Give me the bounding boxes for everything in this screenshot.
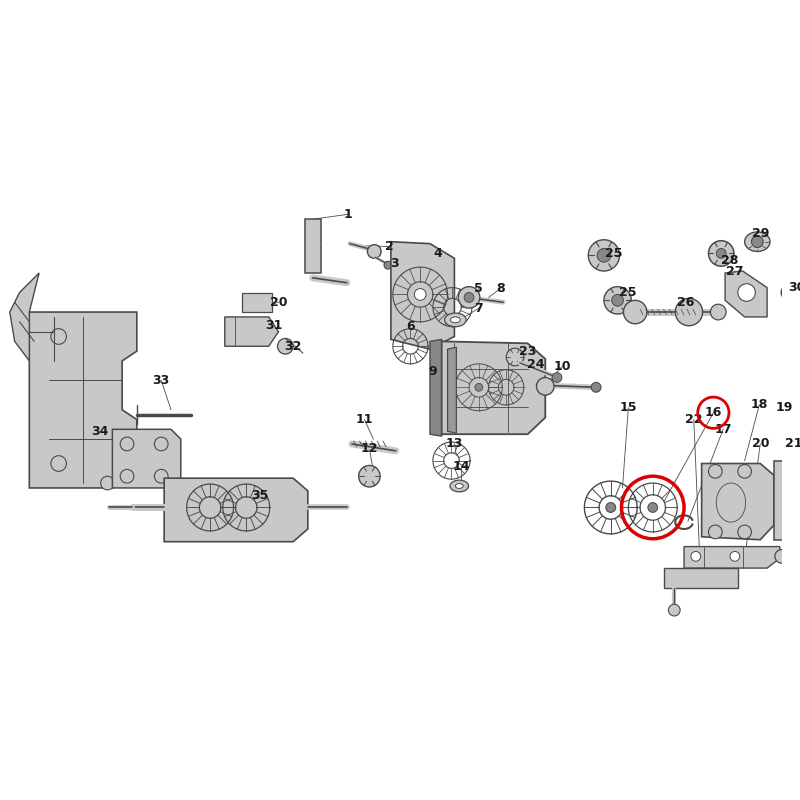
Circle shape bbox=[775, 550, 789, 563]
Text: 15: 15 bbox=[619, 402, 637, 414]
Polygon shape bbox=[725, 271, 767, 317]
Polygon shape bbox=[10, 273, 39, 361]
Circle shape bbox=[597, 249, 610, 262]
Circle shape bbox=[604, 286, 631, 314]
Circle shape bbox=[623, 300, 647, 324]
Text: 25: 25 bbox=[605, 247, 622, 260]
Circle shape bbox=[669, 604, 680, 616]
Polygon shape bbox=[225, 317, 278, 346]
Ellipse shape bbox=[450, 317, 460, 323]
Circle shape bbox=[120, 470, 134, 483]
Polygon shape bbox=[447, 347, 456, 434]
Text: 30: 30 bbox=[788, 281, 800, 294]
Polygon shape bbox=[684, 546, 780, 568]
Circle shape bbox=[730, 551, 740, 562]
Circle shape bbox=[458, 286, 480, 308]
Circle shape bbox=[154, 470, 168, 483]
Polygon shape bbox=[305, 219, 321, 273]
Circle shape bbox=[51, 329, 66, 344]
Circle shape bbox=[716, 249, 726, 258]
Circle shape bbox=[738, 525, 751, 538]
Polygon shape bbox=[774, 461, 800, 540]
Text: 5: 5 bbox=[474, 282, 483, 295]
Text: 7: 7 bbox=[474, 302, 483, 314]
Circle shape bbox=[612, 294, 623, 306]
Circle shape bbox=[154, 437, 168, 451]
Text: 19: 19 bbox=[776, 402, 794, 414]
Circle shape bbox=[475, 383, 482, 391]
Text: 29: 29 bbox=[751, 227, 769, 240]
Text: 4: 4 bbox=[434, 247, 442, 260]
Polygon shape bbox=[391, 242, 454, 349]
Polygon shape bbox=[30, 312, 137, 488]
Polygon shape bbox=[112, 430, 181, 488]
Text: 10: 10 bbox=[553, 360, 570, 374]
Text: 21: 21 bbox=[785, 438, 800, 450]
Circle shape bbox=[120, 437, 134, 451]
Text: 24: 24 bbox=[526, 358, 544, 371]
Polygon shape bbox=[442, 342, 546, 434]
Circle shape bbox=[710, 304, 726, 320]
Polygon shape bbox=[164, 478, 308, 542]
Circle shape bbox=[648, 502, 658, 512]
Text: 14: 14 bbox=[453, 460, 470, 473]
Text: 16: 16 bbox=[705, 406, 722, 419]
Circle shape bbox=[709, 241, 734, 266]
Circle shape bbox=[591, 382, 601, 392]
Polygon shape bbox=[665, 568, 738, 588]
Text: 8: 8 bbox=[496, 282, 505, 295]
Circle shape bbox=[358, 466, 380, 487]
Ellipse shape bbox=[450, 480, 469, 492]
Circle shape bbox=[464, 293, 474, 302]
Text: 17: 17 bbox=[714, 423, 732, 436]
Text: 35: 35 bbox=[251, 490, 269, 502]
Circle shape bbox=[384, 262, 392, 269]
Text: 20: 20 bbox=[270, 296, 287, 309]
Circle shape bbox=[414, 289, 426, 300]
Text: 22: 22 bbox=[685, 413, 702, 426]
Circle shape bbox=[367, 245, 381, 258]
Circle shape bbox=[278, 338, 293, 354]
Circle shape bbox=[101, 476, 114, 490]
Text: 1: 1 bbox=[343, 208, 352, 221]
Circle shape bbox=[51, 456, 66, 471]
Text: 23: 23 bbox=[519, 345, 536, 358]
Circle shape bbox=[738, 465, 751, 478]
Text: 3: 3 bbox=[390, 257, 399, 270]
Text: 13: 13 bbox=[446, 438, 463, 450]
Text: 28: 28 bbox=[722, 254, 738, 266]
Text: 34: 34 bbox=[91, 425, 108, 438]
Text: 26: 26 bbox=[678, 296, 694, 309]
Circle shape bbox=[537, 378, 554, 395]
Text: 18: 18 bbox=[750, 398, 768, 411]
Circle shape bbox=[588, 240, 619, 271]
Text: 33: 33 bbox=[153, 374, 170, 387]
Circle shape bbox=[675, 298, 702, 326]
Circle shape bbox=[606, 502, 616, 512]
Text: 20: 20 bbox=[751, 438, 769, 450]
Text: 6: 6 bbox=[406, 320, 414, 334]
Text: 11: 11 bbox=[356, 413, 374, 426]
Circle shape bbox=[691, 551, 701, 562]
Circle shape bbox=[709, 465, 722, 478]
Text: 32: 32 bbox=[285, 340, 302, 353]
Circle shape bbox=[552, 373, 562, 382]
Text: 31: 31 bbox=[265, 319, 282, 332]
Ellipse shape bbox=[745, 232, 770, 251]
Circle shape bbox=[506, 348, 524, 366]
Circle shape bbox=[709, 525, 722, 538]
Text: 9: 9 bbox=[429, 365, 438, 378]
Text: 27: 27 bbox=[726, 265, 744, 278]
Text: 25: 25 bbox=[618, 286, 636, 299]
Circle shape bbox=[751, 236, 763, 247]
Polygon shape bbox=[242, 293, 272, 312]
Circle shape bbox=[738, 284, 755, 302]
Text: 2: 2 bbox=[385, 240, 394, 253]
Text: 12: 12 bbox=[361, 442, 378, 455]
Ellipse shape bbox=[455, 483, 463, 489]
Polygon shape bbox=[702, 463, 774, 540]
Polygon shape bbox=[430, 339, 442, 436]
Ellipse shape bbox=[445, 313, 466, 326]
